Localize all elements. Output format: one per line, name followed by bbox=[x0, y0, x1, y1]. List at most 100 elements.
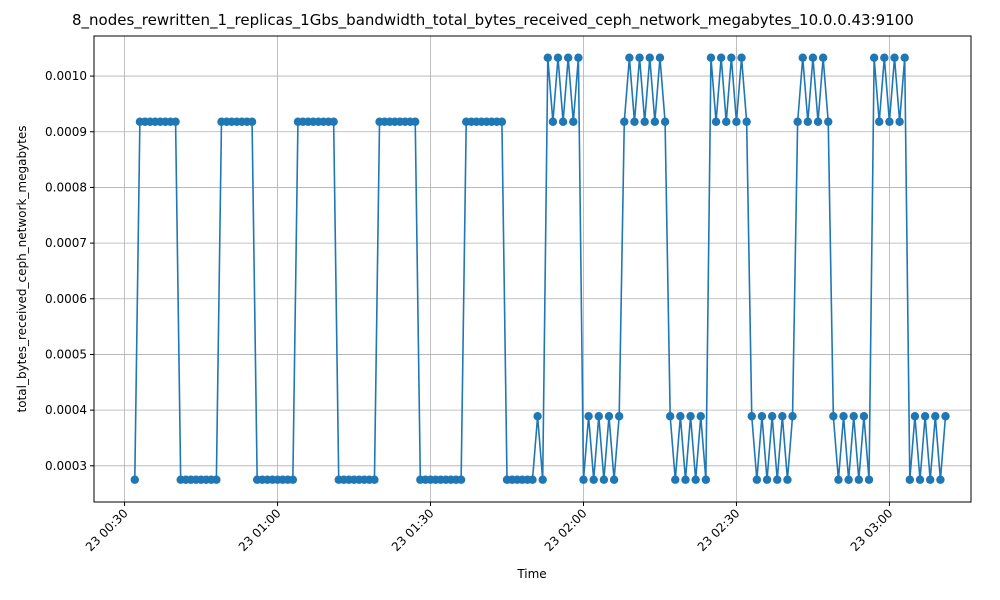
data-point bbox=[558, 117, 568, 126]
data-point bbox=[834, 475, 843, 484]
data-point bbox=[528, 475, 537, 484]
data-point bbox=[548, 117, 558, 126]
data-point bbox=[747, 412, 756, 421]
x-tick-label: 23 00:30 bbox=[83, 506, 131, 554]
y-tick-label: 0.0010 bbox=[45, 69, 87, 83]
data-point bbox=[900, 53, 909, 62]
data-point bbox=[411, 117, 420, 126]
data-point bbox=[824, 117, 833, 126]
data-point bbox=[798, 53, 807, 62]
data-point bbox=[941, 412, 950, 421]
data-point bbox=[686, 412, 695, 421]
data-point bbox=[543, 53, 552, 62]
data-point bbox=[829, 412, 838, 421]
data-point bbox=[716, 53, 726, 62]
data-point bbox=[762, 475, 772, 484]
y-tick-label: 0.0007 bbox=[45, 236, 87, 250]
data-point bbox=[533, 412, 542, 421]
data-point bbox=[727, 53, 736, 62]
data-point bbox=[130, 475, 139, 484]
data-point bbox=[620, 117, 629, 126]
chart-title: 8_nodes_rewritten_1_replicas_1Gbs_bandwi… bbox=[72, 11, 914, 30]
y-tick-label: 0.0003 bbox=[45, 459, 87, 473]
data-point bbox=[574, 53, 583, 62]
data-point bbox=[655, 53, 665, 62]
data-point bbox=[844, 475, 853, 484]
x-tick-label: 23 02:00 bbox=[542, 506, 590, 554]
x-tick-label: 23 02:30 bbox=[695, 506, 743, 554]
data-point bbox=[247, 117, 257, 126]
data-point bbox=[563, 53, 573, 62]
data-point bbox=[584, 412, 593, 421]
data-point bbox=[737, 53, 746, 62]
data-point bbox=[614, 412, 624, 421]
y-tick-label: 0.0004 bbox=[45, 403, 87, 417]
data-point bbox=[773, 475, 782, 484]
data-point bbox=[329, 117, 338, 126]
data-point bbox=[604, 412, 614, 421]
data-point bbox=[625, 53, 634, 62]
data-point bbox=[660, 117, 670, 126]
data-point bbox=[681, 475, 690, 484]
data-point bbox=[839, 412, 848, 421]
data-point bbox=[676, 412, 685, 421]
data-point bbox=[895, 117, 904, 126]
data-point bbox=[706, 53, 716, 62]
data-point bbox=[757, 412, 767, 421]
data-point bbox=[926, 475, 935, 484]
data-point bbox=[931, 412, 940, 421]
data-point bbox=[803, 117, 813, 126]
data-point bbox=[645, 53, 654, 62]
data-point bbox=[691, 475, 700, 484]
data-point bbox=[456, 475, 466, 484]
y-tick-label: 0.0009 bbox=[45, 125, 87, 139]
y-axis-label: total_bytes_received_ceph_network_megaby… bbox=[15, 125, 29, 412]
data-point bbox=[635, 53, 644, 62]
data-point bbox=[665, 412, 675, 421]
data-point bbox=[752, 475, 762, 484]
data-point bbox=[711, 117, 721, 126]
data-point bbox=[370, 475, 379, 484]
data-point bbox=[212, 475, 221, 484]
y-tick-label: 0.0005 bbox=[45, 347, 87, 361]
data-point bbox=[864, 475, 874, 484]
data-point bbox=[818, 53, 828, 62]
data-point bbox=[640, 117, 649, 126]
data-point bbox=[288, 475, 298, 484]
x-axis-label: Time bbox=[516, 567, 546, 581]
data-point bbox=[808, 53, 818, 62]
data-point bbox=[609, 475, 619, 484]
data-point bbox=[742, 117, 751, 126]
data-point bbox=[859, 412, 869, 421]
data-point bbox=[778, 412, 787, 421]
data-point bbox=[538, 475, 547, 484]
data-point bbox=[869, 53, 879, 62]
plot-frame bbox=[93, 35, 972, 503]
data-point bbox=[696, 412, 705, 421]
data-point bbox=[783, 475, 792, 484]
y-tick-label: 0.0006 bbox=[45, 292, 87, 306]
y-tick-label: 0.0008 bbox=[45, 180, 87, 194]
data-point bbox=[767, 412, 777, 421]
data-point bbox=[905, 475, 915, 484]
data-point bbox=[793, 117, 802, 126]
data-point bbox=[589, 475, 598, 484]
data-point bbox=[599, 475, 609, 484]
x-tick-label: 23 03:00 bbox=[848, 506, 896, 554]
data-point bbox=[875, 117, 884, 126]
data-point bbox=[732, 117, 741, 126]
data-point bbox=[849, 412, 858, 421]
data-point bbox=[722, 117, 731, 126]
data-point bbox=[788, 412, 797, 421]
data-point bbox=[553, 53, 563, 62]
data-point bbox=[630, 117, 639, 126]
data-point bbox=[885, 117, 894, 126]
data-point bbox=[813, 117, 823, 126]
x-tick-label: 23 01:00 bbox=[236, 506, 284, 554]
data-point bbox=[910, 412, 920, 421]
x-tick-label: 23 01:30 bbox=[389, 506, 437, 554]
data-point bbox=[594, 412, 603, 421]
data-point bbox=[936, 475, 945, 484]
data-point bbox=[890, 53, 899, 62]
